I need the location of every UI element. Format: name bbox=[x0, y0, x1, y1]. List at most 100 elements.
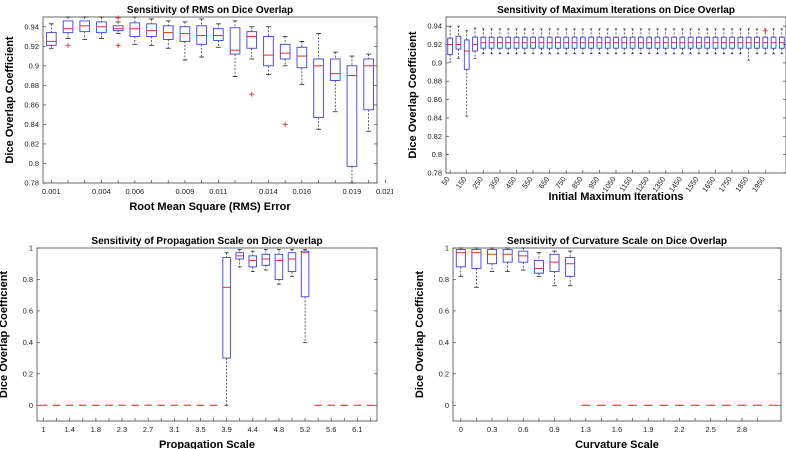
x-tick-label: 750 bbox=[553, 175, 568, 190]
x-axis-label: Root Mean Square (RMS) Error bbox=[129, 201, 291, 213]
box bbox=[588, 36, 594, 49]
outlier-marker bbox=[115, 15, 121, 21]
chart-title: Sensitivity of Propagation Scale on Dice… bbox=[91, 236, 322, 247]
chart-title: Sensitivity of RMS on Dice Overlap bbox=[127, 5, 293, 16]
outlier-marker bbox=[249, 91, 255, 97]
box bbox=[279, 43, 291, 60]
box bbox=[533, 260, 544, 274]
box bbox=[463, 39, 470, 70]
x-tick-label: 1750 bbox=[717, 175, 734, 194]
outlier-marker bbox=[65, 42, 71, 48]
y-tick-label: 0.86 bbox=[24, 100, 39, 109]
x-tick-label: 0.014 bbox=[259, 187, 278, 196]
x-tick-label: 0.6 bbox=[518, 425, 528, 434]
y-tick-label: 0.84 bbox=[24, 120, 39, 129]
box bbox=[687, 36, 694, 49]
outlier-marker bbox=[282, 121, 288, 127]
plot-area bbox=[42, 16, 378, 184]
box bbox=[46, 32, 57, 46]
y-tick-label: 0.6 bbox=[23, 306, 33, 315]
x-tick-label: 0 bbox=[459, 425, 463, 434]
x-tick-label: 1550 bbox=[684, 175, 701, 194]
box bbox=[447, 37, 454, 56]
x-tick-label: 3.1 bbox=[169, 425, 179, 434]
box bbox=[246, 31, 258, 49]
y-tick-label: 0.6 bbox=[439, 306, 449, 315]
chart-panel-propagation-scale: Sensitivity of Propagation Scale on Dice… bbox=[0, 230, 393, 449]
y-tick-label: 0.8 bbox=[23, 275, 33, 284]
x-tick-label: 2.2 bbox=[674, 425, 684, 434]
box bbox=[538, 36, 545, 49]
y-tick-label: 0.2 bbox=[23, 369, 33, 378]
y-tick-label: 0.86 bbox=[427, 95, 442, 104]
x-tick-label: 0.016 bbox=[292, 187, 311, 196]
y-tick-label: 0.8 bbox=[29, 159, 39, 168]
y-tick-label: 1 bbox=[445, 244, 449, 253]
y-tick-label: 0.8 bbox=[439, 275, 449, 284]
x-tick-label: 550 bbox=[520, 175, 535, 190]
x-tick-label: 2.3 bbox=[117, 425, 127, 434]
y-tick-label: 0.88 bbox=[24, 81, 39, 90]
x-tick-label: 950 bbox=[587, 175, 602, 190]
plot-area bbox=[452, 247, 782, 422]
box bbox=[662, 36, 669, 49]
y-axis-label: Dice Overlap Coefficient bbox=[0, 271, 10, 398]
y-tick-label: 0.82 bbox=[427, 132, 442, 141]
x-tick-label: 1850 bbox=[733, 175, 750, 194]
box bbox=[274, 253, 284, 280]
x-tick-label: 1 bbox=[41, 425, 45, 434]
box bbox=[346, 65, 358, 167]
chart-panel-rms: Sensitivity of RMS on Dice Overlap Root M… bbox=[0, 0, 393, 224]
x-tick-label: 850 bbox=[570, 175, 585, 190]
box bbox=[502, 249, 513, 263]
x-tick-label: 2.5 bbox=[705, 425, 715, 434]
box bbox=[712, 36, 719, 49]
x-tick-label: 3.5 bbox=[195, 425, 205, 434]
y-tick-label: 1 bbox=[29, 244, 33, 253]
x-tick-label: 150 bbox=[454, 175, 469, 190]
y-tick-label: 0.4 bbox=[23, 338, 33, 347]
box bbox=[549, 253, 560, 273]
y-tick-label: 0.78 bbox=[24, 179, 39, 188]
x-tick-label: 1950 bbox=[750, 175, 767, 194]
box bbox=[329, 58, 341, 81]
x-tick-label: 3.9 bbox=[221, 425, 231, 434]
x-tick-label: 450 bbox=[504, 175, 519, 190]
y-axis-label: Dice Overlap Coefficient bbox=[407, 31, 419, 158]
y-axis-label: Dice Overlap Coefficient bbox=[4, 36, 16, 163]
x-tick-label: 1.9 bbox=[643, 425, 653, 434]
x-tick-label: 0.9 bbox=[549, 425, 559, 434]
box bbox=[296, 46, 308, 69]
x-tick-label: 5.6 bbox=[326, 425, 336, 434]
box bbox=[563, 36, 570, 49]
x-tick-label: 1.6 bbox=[612, 425, 622, 434]
y-axis-label: Dice Overlap Coefficient bbox=[414, 271, 426, 398]
y-tick-label: 0.4 bbox=[439, 338, 449, 347]
chart-title: Sensitivity of Curvature Scale on Dice O… bbox=[507, 236, 727, 247]
box bbox=[213, 28, 224, 41]
max-iterations-sensitivity-chart: Sensitivity of Maximum Iterations on Dic… bbox=[407, 5, 786, 203]
box bbox=[287, 252, 297, 273]
x-tick-label: 0.019 bbox=[343, 187, 362, 196]
x-axis-label: Curvature Scale bbox=[575, 439, 659, 449]
chart-panel-curvature-scale: Sensitivity of Curvature Scale on Dice O… bbox=[393, 230, 786, 449]
chart-title: Sensitivity of Maximum Iterations on Dic… bbox=[497, 5, 735, 16]
y-tick-label: 0.94 bbox=[24, 22, 39, 31]
x-tick-label: 650 bbox=[537, 175, 552, 190]
y-tick-label: 0.2 bbox=[439, 369, 449, 378]
rms-sensitivity-chart: Sensitivity of RMS on Dice Overlap Root M… bbox=[4, 5, 393, 213]
box bbox=[518, 250, 529, 263]
x-tick-label: 1650 bbox=[700, 175, 717, 194]
box bbox=[229, 27, 241, 55]
y-tick-label: 0.8 bbox=[432, 150, 442, 159]
box bbox=[613, 36, 619, 49]
box bbox=[129, 22, 141, 37]
plot-area bbox=[445, 16, 786, 174]
x-tick-label: 4.8 bbox=[274, 425, 284, 434]
y-tick-label: 0.88 bbox=[427, 77, 442, 86]
x-tick-label: 2.8 bbox=[737, 425, 747, 434]
box bbox=[487, 249, 498, 265]
box bbox=[62, 20, 74, 34]
box bbox=[363, 58, 374, 111]
outlier-marker bbox=[115, 42, 121, 48]
